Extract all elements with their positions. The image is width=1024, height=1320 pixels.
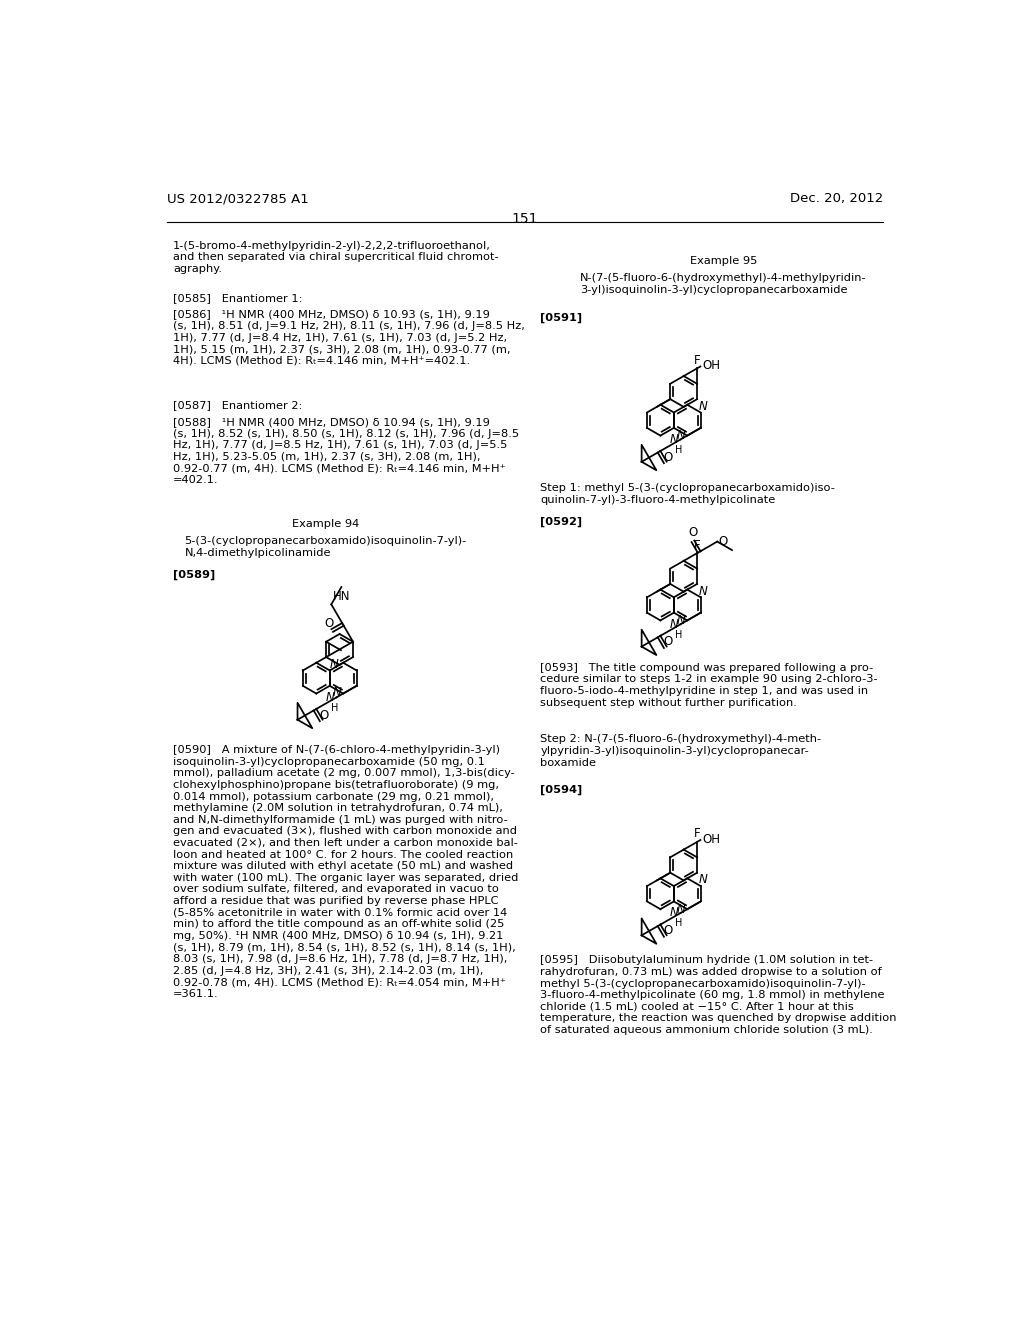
Text: O: O	[719, 535, 728, 548]
Text: N: N	[670, 907, 678, 920]
Text: 151: 151	[512, 213, 538, 226]
Text: F: F	[694, 354, 700, 367]
Text: F: F	[694, 539, 700, 552]
Text: N-(7-(5-fluoro-6-(hydroxymethyl)-4-methylpyridin-
3-yl)isoquinolin-3-yl)cyclopro: N-(7-(5-fluoro-6-(hydroxymethyl)-4-methy…	[580, 273, 866, 294]
Text: N: N	[677, 903, 686, 916]
Text: [0595]   Diisobutylaluminum hydride (1.0M solution in tet-
rahydrofuran, 0.73 mL: [0595] Diisobutylaluminum hydride (1.0M …	[541, 956, 897, 1035]
Text: 1-(5-bromo-4-methylpyridin-2-yl)-2,2,2-trifluoroethanol,
and then separated via : 1-(5-bromo-4-methylpyridin-2-yl)-2,2,2-t…	[173, 240, 499, 275]
Text: HN: HN	[333, 590, 350, 603]
Text: N: N	[677, 429, 686, 442]
Text: N: N	[670, 433, 678, 446]
Text: N: N	[330, 659, 338, 672]
Text: [0592]: [0592]	[541, 516, 583, 527]
Text: [0586]   ¹H NMR (400 MHz, DMSO) δ 10.93 (s, 1H), 9.19
(s, 1H), 8.51 (d, J=9.1 Hz: [0586] ¹H NMR (400 MHz, DMSO) δ 10.93 (s…	[173, 309, 525, 366]
Text: [0585]   Enantiomer 1:: [0585] Enantiomer 1:	[173, 293, 302, 304]
Text: OH: OH	[702, 359, 720, 372]
Text: Step 2: N-(7-(5-fluoro-6-(hydroxymethyl)-4-meth-
ylpyridin-3-yl)isoquinolin-3-yl: Step 2: N-(7-(5-fluoro-6-(hydroxymethyl)…	[541, 734, 821, 767]
Text: O: O	[664, 635, 673, 648]
Text: N: N	[326, 690, 334, 704]
Text: [0593]   The title compound was prepared following a pro-
cedure similar to step: [0593] The title compound was prepared f…	[541, 663, 878, 708]
Text: [0591]: [0591]	[541, 313, 583, 323]
Text: Example 95: Example 95	[689, 256, 757, 267]
Text: H: H	[675, 919, 683, 928]
Text: N: N	[698, 874, 708, 887]
Text: O: O	[319, 709, 329, 722]
Text: N: N	[698, 400, 708, 413]
Text: O: O	[688, 525, 697, 539]
Text: H: H	[675, 445, 683, 455]
Text: OH: OH	[702, 833, 720, 846]
Text: H: H	[675, 630, 683, 640]
Text: N: N	[698, 585, 708, 598]
Text: 5-(3-(cyclopropanecarboxamido)isoquinolin-7-yl)-
N,4-dimethylpicolinamide: 5-(3-(cyclopropanecarboxamido)isoquinoli…	[184, 536, 467, 558]
Text: H: H	[331, 702, 339, 713]
Text: F: F	[694, 828, 700, 841]
Text: Step 1: methyl 5-(3-(cyclopropanecarboxamido)iso-
quinolin-7-yl)-3-fluoro-4-meth: Step 1: methyl 5-(3-(cyclopropanecarboxa…	[541, 483, 836, 506]
Text: [0588]   ¹H NMR (400 MHz, DMSO) δ 10.94 (s, 1H), 9.19
(s, 1H), 8.52 (s, 1H), 8.5: [0588] ¹H NMR (400 MHz, DMSO) δ 10.94 (s…	[173, 417, 519, 486]
Text: O: O	[325, 616, 334, 630]
Text: Dec. 20, 2012: Dec. 20, 2012	[790, 193, 883, 206]
Text: N: N	[670, 618, 678, 631]
Text: N: N	[333, 686, 342, 700]
Text: [0587]   Enantiomer 2:: [0587] Enantiomer 2:	[173, 400, 302, 411]
Text: O: O	[664, 450, 673, 463]
Text: N: N	[677, 614, 686, 627]
Text: [0590]   A mixture of N-(7-(6-chloro-4-methylpyridin-3-yl)
isoquinolin-3-yl)cycl: [0590] A mixture of N-(7-(6-chloro-4-met…	[173, 744, 518, 999]
Text: [0594]: [0594]	[541, 784, 583, 795]
Text: [0589]: [0589]	[173, 570, 215, 579]
Text: Example 94: Example 94	[292, 519, 359, 529]
Text: US 2012/0322785 A1: US 2012/0322785 A1	[167, 193, 308, 206]
Text: O: O	[664, 924, 673, 937]
